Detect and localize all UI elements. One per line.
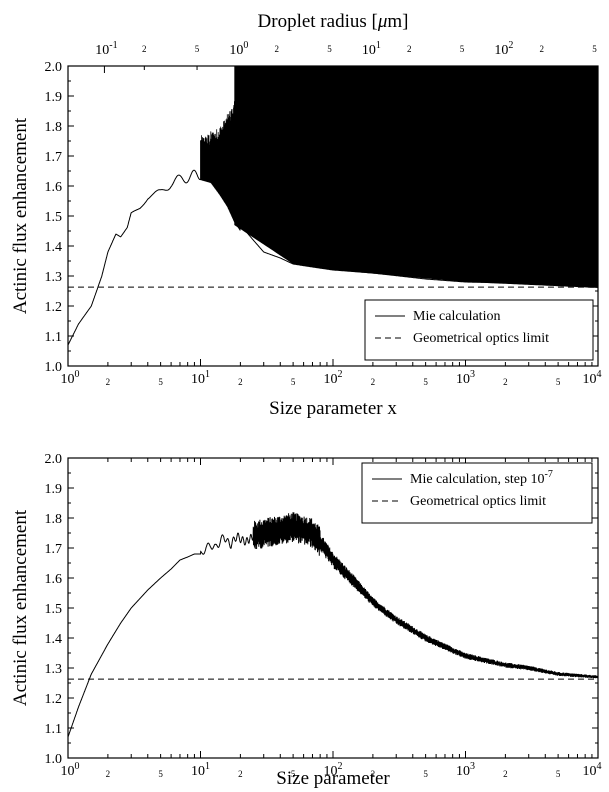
top-tick-label: 101 [362,40,381,58]
x-minor-tick-label: 5 [423,377,428,387]
x-minor-tick-label: 5 [423,769,428,779]
legend-label: Geometrical optics limit [410,494,546,509]
legend-label: Mie calculation, step 10-7 [410,469,553,487]
top-minor-tick-label: 5 [460,44,465,54]
top-tick-label: 100 [229,40,248,58]
x-axis-label: Size parameter x [269,398,397,419]
plot-frame [67,457,599,759]
chart-panel-2: 1.0 1.1 1.2 1.3 1.4 1.5 1.6 1.7 1.8 1.9 2.0 100 101 1… [10,452,602,789]
legend-label: Geometrical optics limit [413,331,549,346]
legend: Mie calculation, step 10-7 Geometrical op… [361,462,593,524]
x-tick-label: 101 [191,761,210,779]
y-tick-label: 1.1 [45,722,63,737]
x-minor-tick-label: 5 [291,769,296,779]
x-minor-tick-label: 2 [238,377,243,387]
top-minor-tick-label: 5 [327,44,332,54]
y-tick-label: 1.5 [45,602,63,617]
y-tick-label: 2.0 [45,60,63,75]
series-mie-calculation-step [68,512,598,738]
y-tick-label: 1.3 [45,662,63,677]
x-minor-tick-label: 2 [371,769,376,779]
x-minor-tick-label: 5 [291,377,296,387]
legend-label: Mie calculation [413,309,500,324]
y-axis-label: Actinic flux enhancement [10,509,31,706]
x-tick-label: 104 [583,761,602,779]
legend-box [364,299,594,361]
y-tick-label: 1.7 [45,150,63,165]
x-tick-label: 103 [456,761,475,779]
x-tick-label: 102 [324,369,343,387]
top-minor-tick-label: 2 [540,44,545,54]
y-tick-label: 2.0 [45,452,63,467]
y-tick-label: 1.8 [45,512,63,527]
y-tick-label: 1.8 [45,120,63,135]
y-tick-label: 1.0 [45,752,63,767]
plot-area [68,512,598,738]
top-minor-tick-label: 5 [195,44,200,54]
x-tick-label: 101 [191,369,210,387]
y-tick-label: 1.3 [45,270,63,285]
plot-area [68,66,598,346]
mie-oscillation-envelope [234,66,598,288]
y-tick-label: 1.5 [45,210,63,225]
x-tick-label: 104 [583,369,602,387]
top-minor-tick-label: 2 [142,44,147,54]
y-tick-label: 1.4 [45,632,63,647]
x-minor-tick-label: 2 [503,769,508,779]
x-minor-tick-label: 2 [106,377,111,387]
y-tick-label: 1.9 [45,90,63,105]
y-tick-label: 1.1 [45,330,63,345]
y-tick-label: 1.7 [45,542,63,557]
chart-panel-1: 1.0 1.1 1.2 1.3 1.4 1.5 1.6 1.7 1.8 1.9 2.0 100 101 1… [10,11,602,419]
x-tick-label: 100 [61,761,80,779]
top-minor-tick-label: 2 [275,44,280,54]
x-minor-tick-label: 5 [556,377,561,387]
x-minor-tick-label: 2 [371,377,376,387]
top-minor-tick-label: 2 [407,44,412,54]
y-tick-label: 1.2 [45,300,63,315]
x-minor-tick-label: 2 [238,769,243,779]
y-tick-label: 1.6 [45,180,63,195]
mie-transition-oscillations [200,86,241,231]
legend-box [361,462,593,524]
x-minor-tick-label: 2 [106,769,111,779]
x-tick-label: 103 [456,369,475,387]
top-tick-label: 10-1 [95,40,117,58]
x-minor-tick-label: 2 [503,377,508,387]
top-minor-tick-label: 5 [592,44,597,54]
y-tick-label: 1.9 [45,482,63,497]
x-tick-label: 102 [324,761,343,779]
x-tick-label: 100 [61,369,80,387]
y-tick-label: 1.0 [45,360,63,375]
top-tick-label: 102 [494,40,513,58]
legend: Mie calculation Geometrical optics limit [364,299,594,361]
y-tick-label: 1.6 [45,572,63,587]
y-axis-label: Actinic flux enhancement [10,117,31,314]
top-axis-label: Droplet radius [μm] [258,11,409,32]
y-tick-label: 1.4 [45,240,63,255]
x-minor-tick-label: 5 [158,377,163,387]
x-minor-tick-label: 5 [158,769,163,779]
plot-frame [67,65,599,367]
y-tick-label: 1.2 [45,692,63,707]
x-axis-label: Size parameter [276,768,390,789]
x-minor-tick-label: 5 [556,769,561,779]
